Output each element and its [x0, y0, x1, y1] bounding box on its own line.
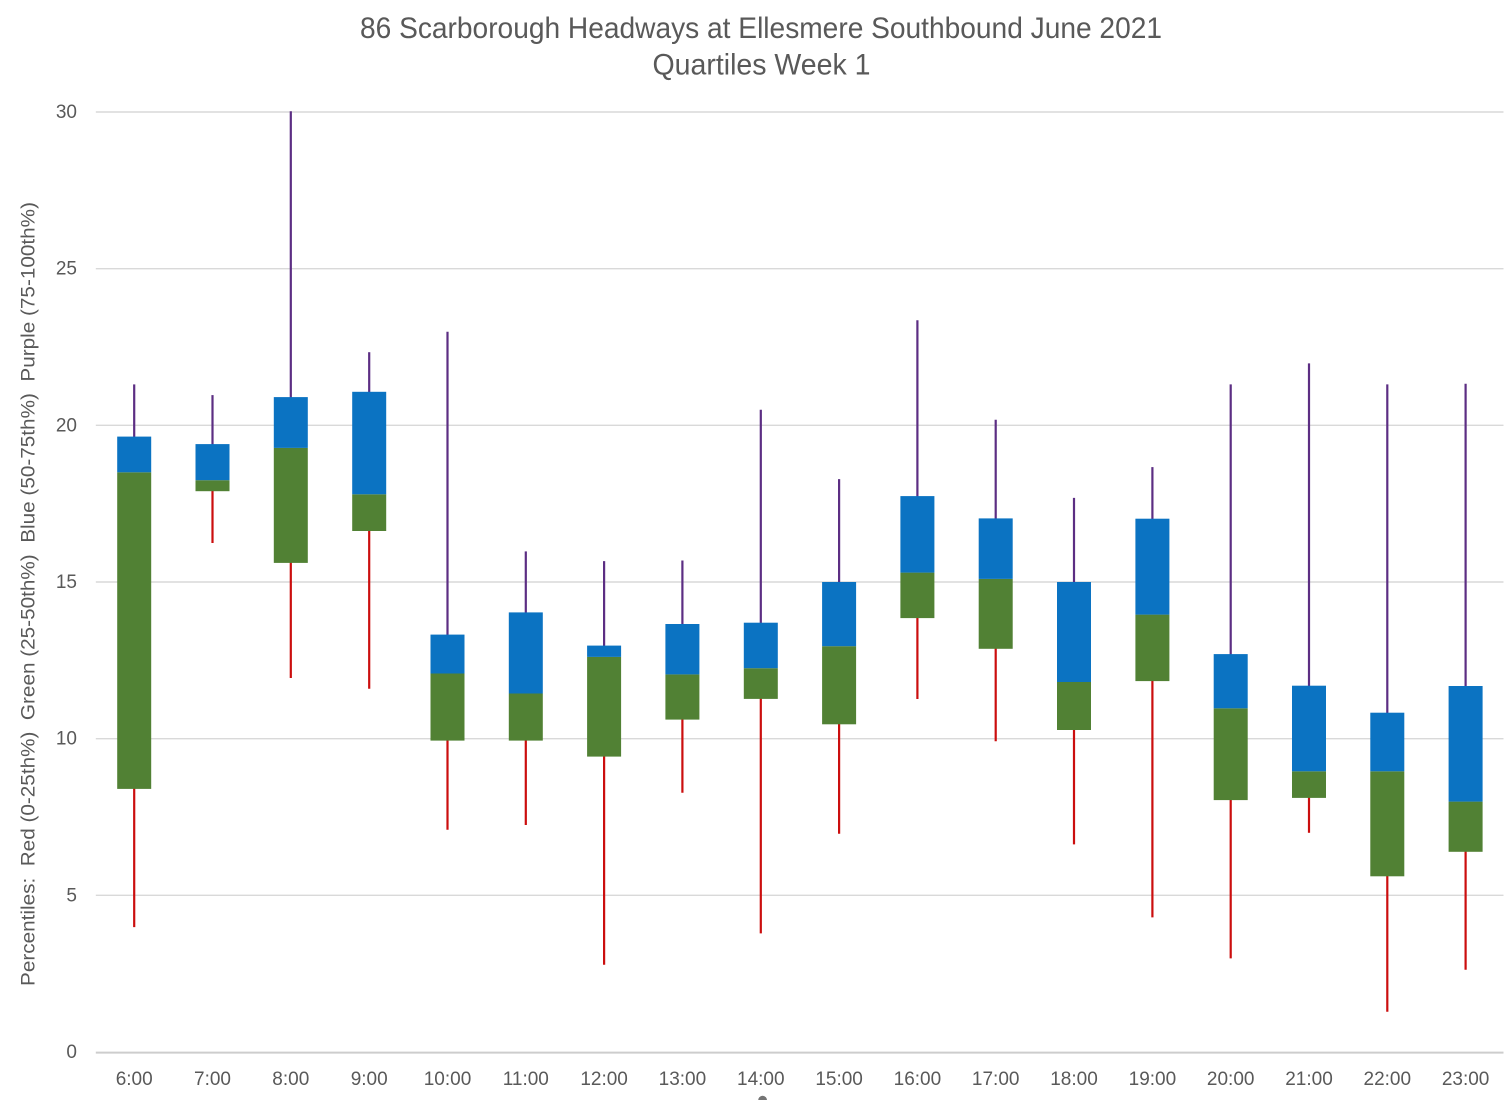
svg-text:25: 25: [56, 259, 77, 280]
svg-text:5: 5: [66, 885, 77, 906]
svg-text:23:00: 23:00: [1442, 1069, 1490, 1090]
svg-text:30: 30: [56, 102, 77, 123]
svg-text:Percentiles: Red (0-25th%) G: Percentiles: Red (0-25th%) Green (25-50t…: [19, 202, 40, 986]
svg-text:13:00: 13:00: [659, 1069, 707, 1090]
svg-text:9:00: 9:00: [351, 1069, 388, 1090]
svg-text:Quartiles Week 1: Quartiles Week 1: [653, 49, 871, 82]
svg-text:21:00: 21:00: [1285, 1069, 1333, 1090]
svg-text:18:00: 18:00: [1050, 1069, 1098, 1090]
svg-text:19:00: 19:00: [1129, 1069, 1177, 1090]
svg-text:15:00: 15:00: [815, 1069, 863, 1090]
svg-text:0: 0: [66, 1042, 77, 1063]
svg-text:17:00: 17:00: [972, 1069, 1020, 1090]
svg-text:16:00: 16:00: [894, 1069, 942, 1090]
svg-text:20:00: 20:00: [1207, 1069, 1255, 1090]
svg-text:10: 10: [56, 729, 77, 750]
svg-text:8:00: 8:00: [272, 1069, 309, 1090]
svg-text:10:00: 10:00: [424, 1069, 472, 1090]
svg-text:22:00: 22:00: [1364, 1069, 1412, 1090]
svg-text:15: 15: [56, 572, 77, 593]
svg-text:86 Scarborough Headways at Ell: 86 Scarborough Headways at Ellesmere Sou…: [360, 12, 1162, 45]
svg-text:11:00: 11:00: [503, 1069, 549, 1090]
svg-text:20: 20: [56, 415, 77, 436]
svg-text:7:00: 7:00: [194, 1069, 231, 1090]
svg-text:12:00: 12:00: [580, 1069, 628, 1090]
svg-text:6:00: 6:00: [116, 1069, 153, 1090]
svg-text:14:00: 14:00: [737, 1069, 785, 1090]
